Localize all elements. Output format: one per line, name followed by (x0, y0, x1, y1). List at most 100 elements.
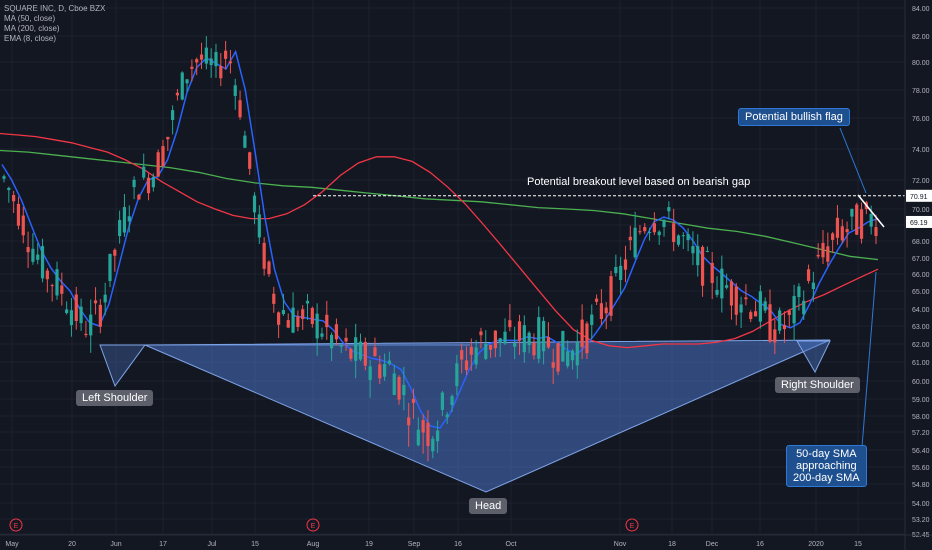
candle-body (402, 384, 406, 396)
x-tick-label: 16 (454, 541, 462, 548)
y-tick-label: 59.00 (912, 397, 930, 404)
candle-body (643, 227, 647, 232)
candle-body (628, 236, 632, 241)
candle-body (175, 92, 180, 96)
candle-body (387, 360, 392, 364)
candle-body (566, 351, 570, 367)
y-tick-label: 70.00 (912, 207, 930, 214)
candle-body (874, 227, 878, 237)
y-tick-label: 80.00 (912, 60, 930, 67)
candle-body (681, 235, 685, 237)
candle-body (488, 344, 493, 350)
candle-body (715, 289, 719, 295)
candle-body (662, 219, 666, 227)
price-badge (906, 189, 932, 202)
candle-body (40, 246, 45, 279)
head-label: Head (469, 498, 508, 514)
earnings-marker (625, 518, 639, 532)
candle-body (74, 294, 78, 322)
candle-body (672, 223, 676, 243)
candle-body (725, 285, 729, 288)
y-tick-label: 65.00 (912, 289, 930, 296)
y-tick-label: 78.00 (912, 88, 930, 95)
candle-body (320, 333, 324, 337)
candle-body (527, 332, 531, 346)
candle-body (354, 337, 358, 361)
price-badge-label: 69.19 (910, 220, 928, 227)
candle-body (199, 54, 204, 60)
candle-body (411, 398, 416, 403)
candle-body (469, 346, 473, 355)
candle-body (575, 342, 579, 366)
price-badge-label: 70.91 (910, 194, 928, 201)
candle-body (195, 59, 199, 63)
candle-body (700, 246, 705, 286)
candle-body (729, 281, 734, 306)
candle-body (652, 223, 656, 233)
x-tick-label: 18 (668, 541, 676, 548)
candle-body (705, 250, 709, 252)
x-tick-label: 15 (854, 541, 862, 548)
candle-body (161, 146, 165, 167)
x-tick-label: May (5, 541, 19, 548)
candle-body (811, 282, 815, 290)
candle-body (758, 291, 762, 322)
candle-body (146, 177, 151, 194)
candle-body (142, 166, 146, 178)
y-tick-label: 54.00 (912, 501, 930, 508)
y-tick-label: 76.00 (912, 116, 930, 123)
head-shape (144, 339, 831, 493)
x-tick-label: Dec (706, 541, 719, 548)
y-tick-label: 68.00 (912, 239, 930, 246)
candle-body (108, 253, 112, 282)
sma-crossover-callout: 50-day SMA approaching 200-day SMA (786, 445, 867, 487)
candle-body (209, 58, 213, 66)
candle-body (503, 331, 507, 344)
candle-body (498, 338, 502, 343)
y-tick-label: 62.00 (912, 342, 930, 349)
x-tick-label: Jul (208, 541, 217, 548)
legend-ma50[interactable]: MA (50, close) (4, 14, 56, 23)
x-tick-label: Oct (506, 541, 517, 548)
time-axis: May 20 Jun 17 Jul 15 Aug 19 Sep 16 Oct Nov 18 Dec 16 20… (0, 518, 932, 548)
candle-body (445, 414, 449, 418)
legend-symbol[interactable]: SQUARE INC, D, Cboe BZX (4, 4, 106, 13)
earnings-marker-label: E (311, 523, 316, 530)
candle-body (185, 79, 189, 84)
candle-body (551, 362, 555, 368)
candle-body (802, 300, 806, 315)
x-tick-label: 20 (68, 541, 76, 548)
legend-ema8[interactable]: EMA (8, close) (4, 34, 57, 43)
candle-body (407, 417, 411, 426)
candle-body (2, 176, 6, 179)
candle-body (7, 187, 11, 191)
y-tick-label: 61.00 (912, 360, 930, 367)
candle-body (286, 320, 290, 328)
candle-body (768, 304, 772, 342)
candle-body (556, 343, 560, 372)
candle-body (421, 420, 425, 433)
y-tick-label: 72.00 (912, 178, 930, 185)
x-tick-label: 2020 (808, 541, 824, 548)
candle-body (180, 72, 184, 100)
candle-body (214, 52, 218, 67)
candle-body (850, 208, 854, 217)
candle-body (479, 331, 483, 336)
candle-body (45, 270, 49, 280)
sma-callout-pointer (861, 271, 877, 448)
candle-body (845, 229, 849, 233)
candle-body (98, 304, 102, 327)
candle-body (667, 207, 671, 212)
candle-body (633, 227, 637, 258)
candle-body (744, 297, 748, 300)
candle-body (190, 66, 194, 69)
y-tick-label: 54.80 (912, 482, 930, 489)
candle-body (676, 235, 681, 245)
candle-body (277, 312, 281, 325)
candle-body (484, 343, 488, 359)
legend-ma200[interactable]: MA (200, close) (4, 24, 60, 33)
x-tick-label: 16 (756, 541, 764, 548)
candle-body (113, 249, 117, 256)
candle-body (243, 135, 247, 148)
